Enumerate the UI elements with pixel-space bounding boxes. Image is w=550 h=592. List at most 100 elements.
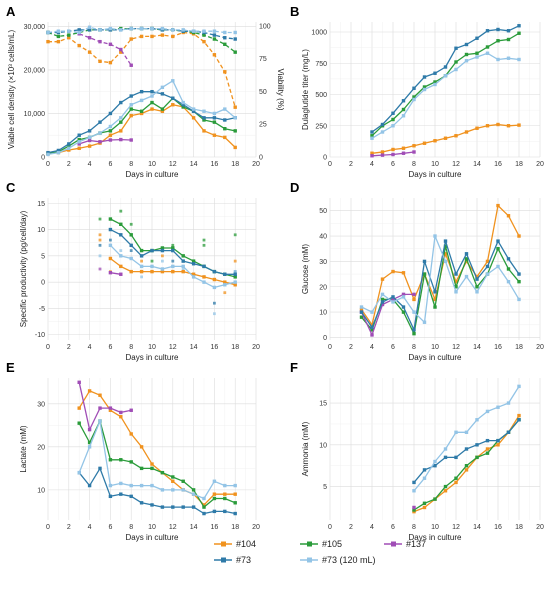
data-point-73 (401, 305, 406, 309)
data-point-104 (67, 148, 71, 152)
data-point-73 (380, 300, 385, 304)
data-point-105 (475, 51, 479, 55)
data-point-105 (412, 95, 416, 99)
data-point-73 (391, 111, 395, 115)
data-point-105 (212, 496, 217, 501)
data-point-73-120-ml (223, 483, 227, 488)
legend-swatch-marker (221, 541, 226, 547)
data-point-137 (391, 152, 395, 157)
data-point-104 (370, 323, 374, 327)
data-point-105 (212, 120, 217, 124)
data-point-105 (119, 120, 123, 124)
data-point-73-120-ml (212, 111, 217, 116)
data-point-105 (119, 458, 123, 462)
data-point-73-120-ml (412, 97, 416, 102)
data-point-137 (129, 138, 133, 142)
data-point-105 (67, 144, 71, 148)
data-point-73 (422, 75, 427, 79)
data-point-137 (119, 272, 123, 276)
x-tick-label: 16 (211, 344, 219, 351)
data-point-73-120-ml (181, 264, 185, 269)
data-point-73 (496, 239, 500, 243)
data-point-104 (212, 133, 217, 137)
data-point-137 (108, 138, 113, 142)
data-point-104 (150, 107, 154, 111)
data-point-73 (202, 264, 206, 269)
x-axis-title: Days in culture (126, 353, 179, 362)
y-tick-label: 750 (315, 61, 327, 68)
viability-point-137 (108, 42, 113, 46)
data-point-105 (233, 501, 237, 505)
y-tick-label: 20 (37, 444, 45, 451)
data-point-73 (412, 480, 416, 485)
data-point-104 (443, 252, 448, 256)
x-tick-label: 10 (148, 344, 156, 351)
y-tick-label: 30 (37, 401, 45, 408)
x-tick-label: 20 (536, 344, 544, 351)
data-point-104 (443, 136, 448, 140)
data-point-104 (464, 468, 469, 472)
data-point-73-120-ml (171, 264, 175, 269)
gridlines (47, 198, 257, 340)
data-point-105 (160, 246, 165, 250)
data-point-137 (87, 138, 92, 143)
x-axis-title: Days in culture (409, 170, 462, 179)
x-tick-label: 16 (494, 161, 502, 168)
data-point-137 (412, 292, 416, 297)
x-tick-label: 8 (129, 344, 133, 351)
x-tick-label: 12 (169, 524, 177, 531)
x-tick-label: 12 (452, 161, 460, 168)
data-point-137 (129, 408, 133, 412)
scatter-point-73 (109, 238, 112, 242)
data-point-73 (496, 27, 500, 32)
data-point-104 (475, 126, 479, 130)
data-point-137 (380, 153, 385, 157)
viability-point-73-120-ml (223, 30, 227, 35)
data-point-73-120-ml (98, 131, 102, 135)
x-tick-label: 20 (252, 344, 260, 351)
data-point-73-120-ml (119, 254, 123, 258)
data-point-104 (496, 122, 500, 127)
data-point-73 (181, 103, 185, 107)
x-tick-label: 0 (46, 161, 50, 168)
data-point-73-120-ml (485, 51, 490, 55)
data-point-73-120-ml (506, 279, 511, 284)
data-point-73 (139, 254, 144, 258)
scatter-point-104 (223, 291, 227, 295)
data-point-73-120-ml (129, 103, 133, 107)
viability-line-137 (78, 33, 132, 66)
viability-point-137 (98, 39, 102, 44)
data-point-73-120-ml (223, 107, 227, 111)
data-point-104 (119, 129, 123, 133)
data-point-104 (171, 479, 175, 483)
data-point-105 (191, 488, 196, 492)
data-point-105 (181, 254, 185, 258)
viability-point-73-120-ml (108, 26, 113, 31)
viability-point-73-120-ml (150, 26, 154, 31)
data-point-104 (233, 145, 237, 150)
y-tick-label: 50 (319, 208, 327, 215)
data-point-137 (119, 137, 123, 142)
data-point-105 (139, 109, 144, 113)
x-axis-title: Days in culture (126, 170, 179, 179)
data-point-104 (233, 283, 237, 287)
data-point-73-120-ml (475, 418, 479, 422)
data-point-105 (464, 464, 469, 468)
data-point-73-120-ml (77, 470, 81, 475)
data-point-73-120-ml (233, 483, 237, 488)
scatter-point-73-120-ml (119, 249, 123, 252)
data-point-73-120-ml (443, 74, 448, 78)
data-point-137 (380, 302, 385, 307)
data-point-73-120-ml (56, 150, 61, 155)
data-point-137 (98, 406, 102, 410)
data-point-73 (139, 89, 144, 94)
y-axis-title: Dulaglutide titer (mg/L) (301, 49, 310, 130)
y-tick-label: 10 (37, 227, 45, 234)
y-tick-label: 0 (323, 155, 327, 162)
data-point-104 (391, 269, 395, 274)
data-point-105 (443, 484, 448, 489)
data-point-73-120-ml (422, 476, 427, 480)
data-point-73 (160, 505, 165, 509)
data-point-104 (202, 275, 206, 279)
x-axis-title: Days in culture (409, 353, 462, 362)
